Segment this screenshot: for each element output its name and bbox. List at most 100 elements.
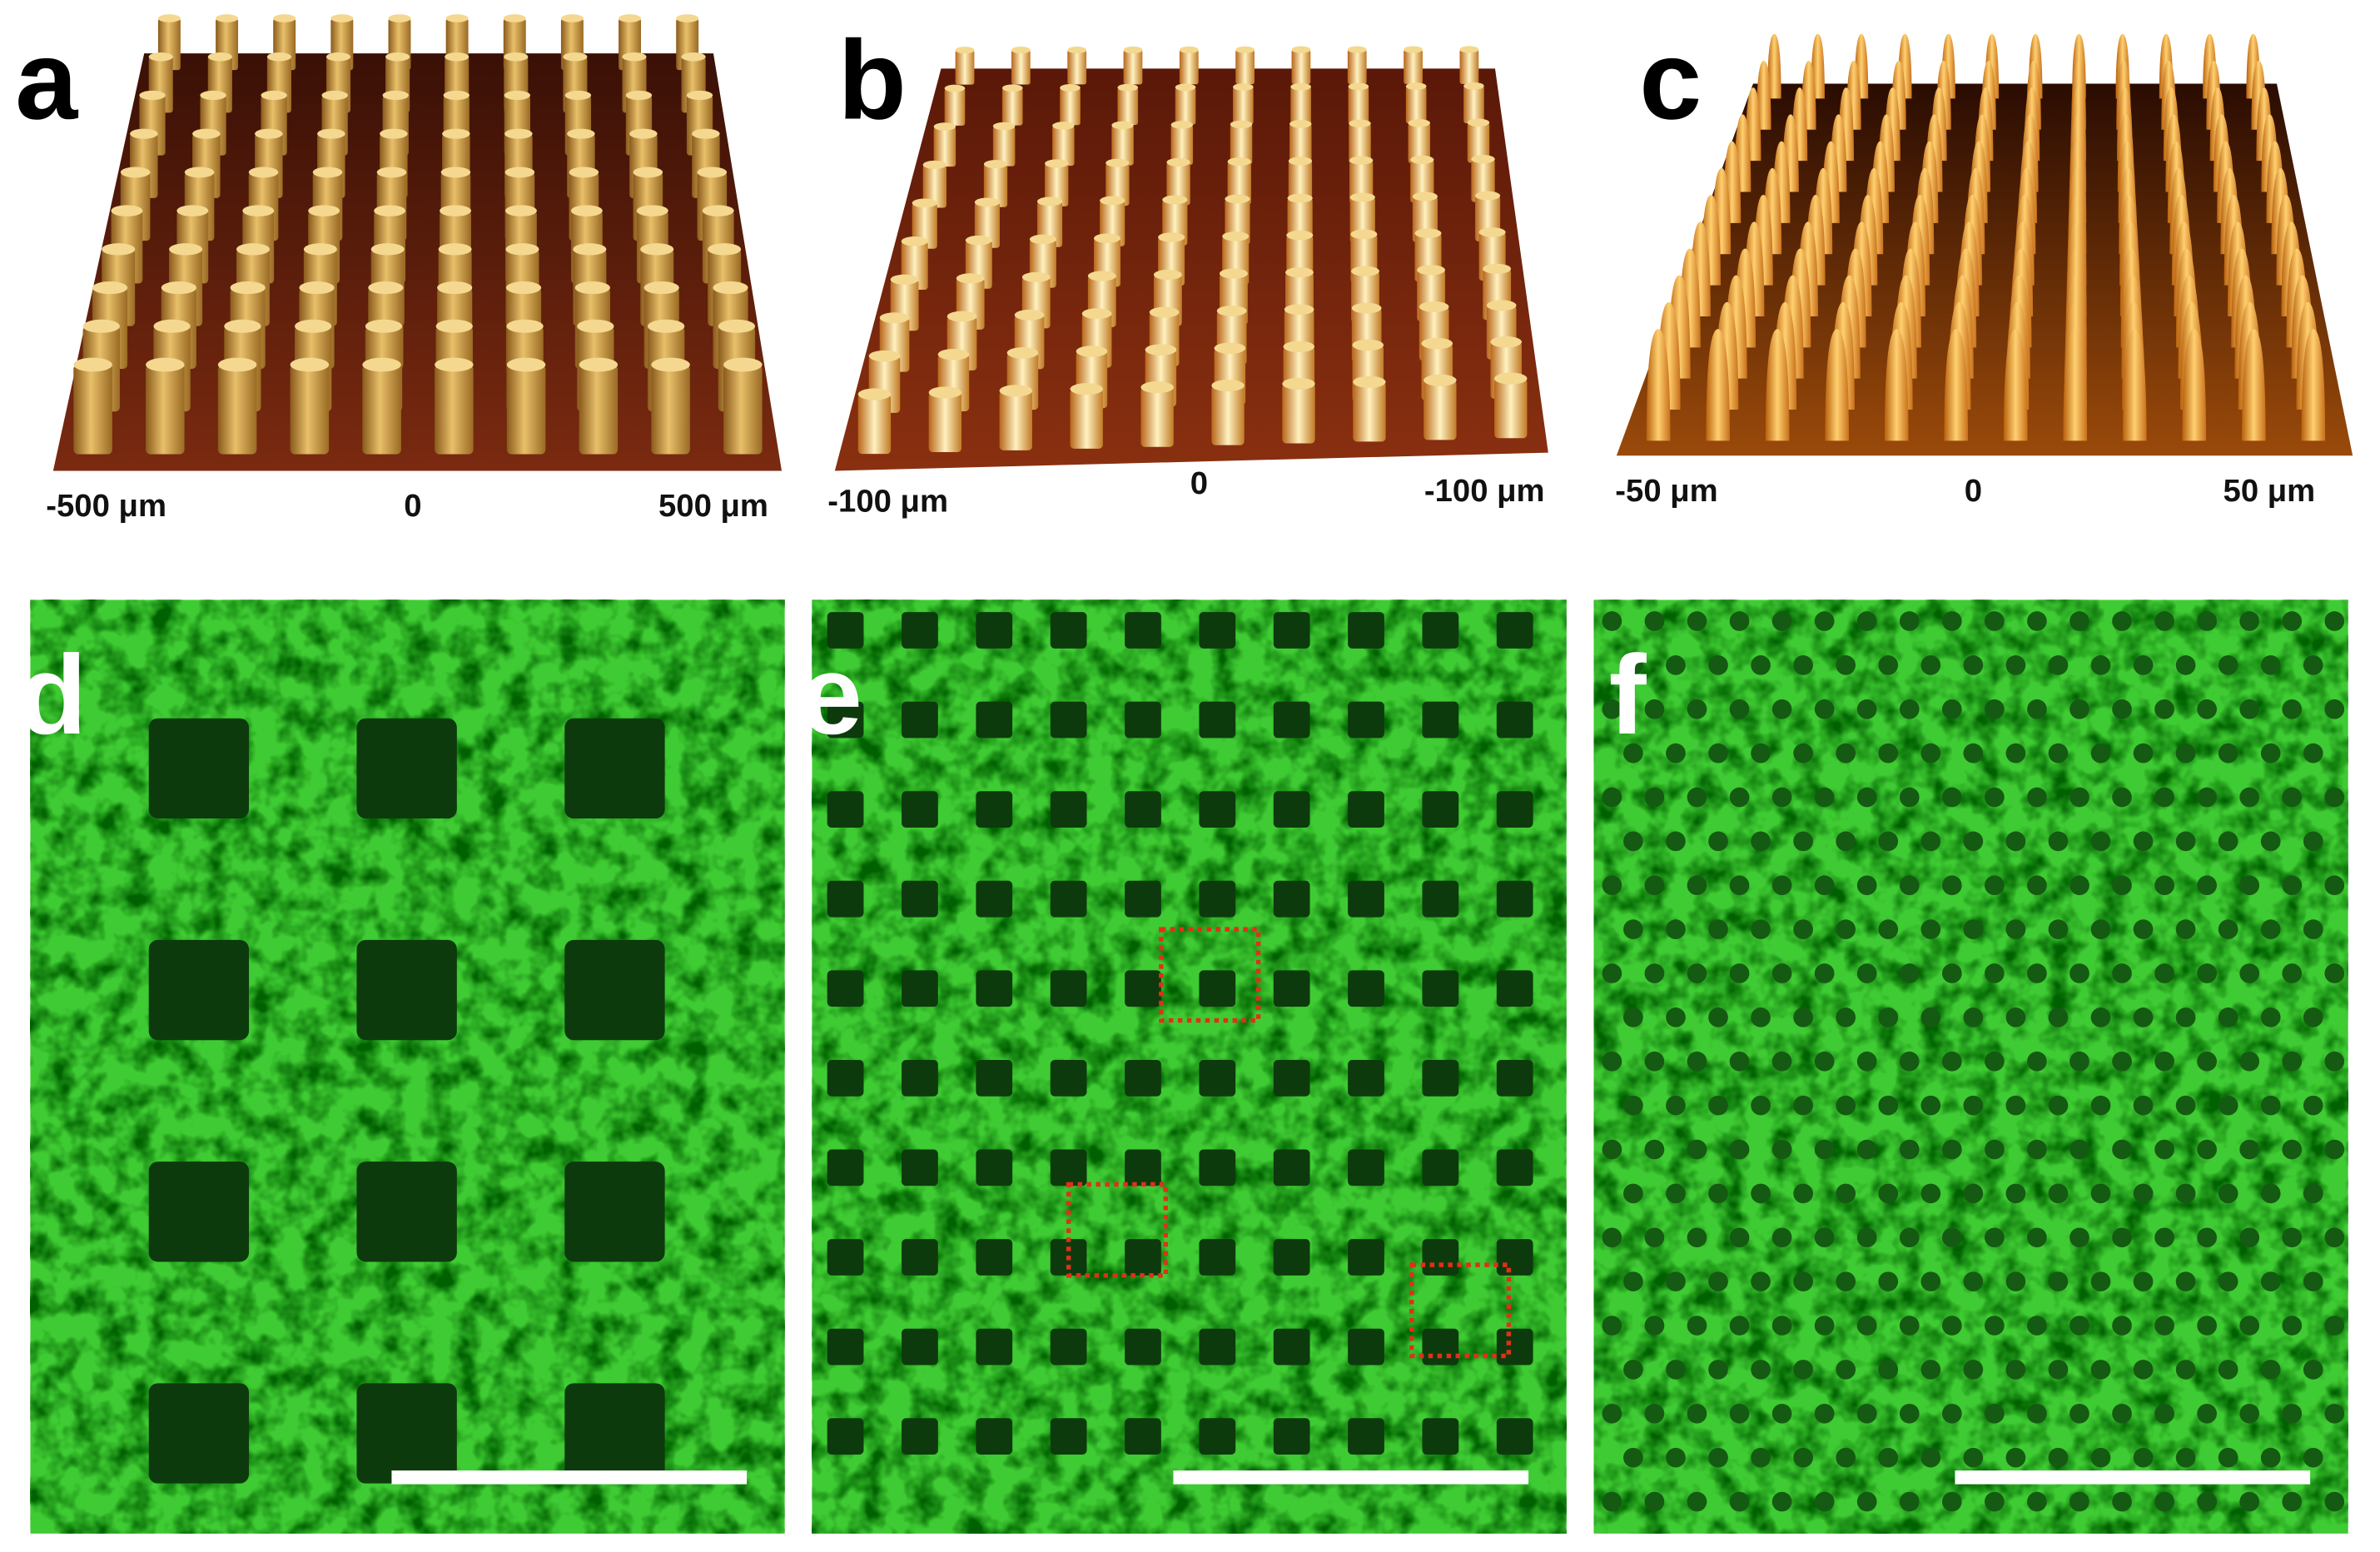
well xyxy=(827,1328,864,1365)
highlight-box xyxy=(1409,1262,1512,1359)
well xyxy=(1920,831,1941,852)
well xyxy=(2239,963,2260,983)
well xyxy=(2239,787,2260,808)
well xyxy=(2069,1316,2089,1336)
pillar-top xyxy=(362,357,401,372)
well xyxy=(1920,919,1941,940)
well xyxy=(2260,831,2281,852)
well xyxy=(2303,1447,2323,1468)
pillar-top xyxy=(445,52,470,62)
well xyxy=(827,1149,864,1186)
pillar-top xyxy=(506,357,546,372)
well xyxy=(2048,743,2069,764)
well xyxy=(2048,1271,2069,1292)
pillar-top xyxy=(676,14,699,22)
well xyxy=(1125,1418,1161,1455)
pillar-top xyxy=(1001,84,1023,92)
well xyxy=(2048,1095,2069,1116)
well xyxy=(1708,919,1728,940)
well xyxy=(2069,699,2089,719)
well xyxy=(2175,1447,2196,1468)
well xyxy=(1899,1491,1920,1512)
well xyxy=(1729,1227,1750,1248)
well xyxy=(2197,1227,2217,1248)
well xyxy=(1273,791,1310,828)
pillar-top xyxy=(266,52,291,62)
well xyxy=(2197,1139,2217,1160)
well xyxy=(2218,1447,2238,1468)
well xyxy=(976,701,1013,739)
pillar-top xyxy=(569,167,599,178)
panel-label: d xyxy=(18,632,87,758)
well xyxy=(2048,655,2069,675)
well xyxy=(2005,1360,2026,1380)
pillar-top xyxy=(299,281,335,295)
well xyxy=(1422,1418,1459,1455)
axis-label: 0 xyxy=(1965,473,1982,509)
pillar-top xyxy=(560,14,584,22)
pillar xyxy=(1348,86,1369,124)
well xyxy=(2133,1007,2154,1027)
well xyxy=(1666,1095,1686,1116)
pillar xyxy=(1825,329,1850,441)
well xyxy=(2005,655,2026,675)
pillar-top xyxy=(1291,46,1311,53)
well xyxy=(1125,1149,1161,1186)
well xyxy=(827,612,864,649)
well xyxy=(1814,1491,1835,1512)
well xyxy=(1751,1360,1771,1380)
panel-label: f xyxy=(1609,632,1647,758)
pillar-top xyxy=(442,128,470,139)
pillar-top xyxy=(647,319,685,333)
well xyxy=(1814,1139,1835,1160)
well xyxy=(2090,1095,2111,1116)
pillar xyxy=(1233,87,1254,125)
well xyxy=(2260,1095,2281,1116)
well xyxy=(1125,1328,1161,1365)
pillar-top xyxy=(718,319,756,333)
well xyxy=(1793,1007,1813,1027)
well xyxy=(2303,1007,2323,1027)
well xyxy=(1687,787,1707,808)
well xyxy=(1729,699,1750,719)
well xyxy=(2282,1051,2303,1072)
well xyxy=(2154,963,2174,983)
well xyxy=(1273,1418,1310,1455)
well xyxy=(1899,963,1920,983)
pillar-top xyxy=(148,52,173,62)
pillar xyxy=(1349,123,1371,164)
pillar-top xyxy=(294,319,332,333)
pillar-top xyxy=(506,319,544,333)
well xyxy=(1348,612,1384,649)
well xyxy=(1751,743,1771,764)
well xyxy=(2303,1183,2323,1204)
well xyxy=(2154,1491,2174,1512)
pillar-top xyxy=(504,167,535,178)
well xyxy=(827,1239,864,1276)
well xyxy=(1751,1271,1771,1292)
pillar-top xyxy=(1014,309,1045,321)
well xyxy=(1941,963,1962,983)
well xyxy=(2175,1095,2196,1116)
pillar-top xyxy=(504,128,533,139)
well xyxy=(2027,699,2047,719)
pillar-top xyxy=(435,319,473,333)
well xyxy=(2154,1227,2174,1248)
well xyxy=(1623,1447,1643,1468)
pillar xyxy=(1211,386,1245,445)
well xyxy=(1666,1183,1686,1204)
well xyxy=(1199,612,1236,649)
well xyxy=(1273,1239,1310,1276)
well xyxy=(1814,611,1835,631)
highlight-box xyxy=(1066,1181,1169,1278)
well xyxy=(2048,831,2069,852)
well xyxy=(1856,1227,1877,1248)
pillar xyxy=(1706,329,1730,441)
pillar-top xyxy=(261,90,287,101)
pillar-top xyxy=(1227,157,1251,167)
well xyxy=(1050,970,1087,1007)
well xyxy=(1496,1059,1533,1097)
pillar-top xyxy=(1123,46,1143,54)
well xyxy=(1666,919,1686,940)
pillar-top xyxy=(505,243,539,256)
